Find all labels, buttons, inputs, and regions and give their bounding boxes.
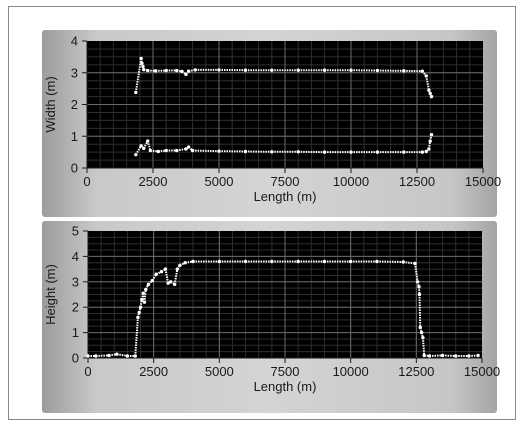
x-axis-title: Length (m) [254, 379, 317, 394]
height-chart: 0 2500 5000 7500 10000 12500 15000 0 1 2 3 4 5 Length… [43, 224, 500, 395]
data-trace-segment [179, 261, 186, 267]
data-trace-segment [155, 270, 162, 276]
x-tick-label: 5000 [205, 364, 234, 379]
y-tick-label: 3 [71, 65, 78, 80]
data-trace-segment [442, 354, 456, 357]
data-point [429, 132, 434, 137]
data-trace-segment [150, 149, 159, 153]
data-trace-segment [134, 317, 139, 357]
x-tick-label: 15000 [464, 364, 500, 379]
data-trace-segment [173, 268, 179, 285]
data-trace-segment [416, 281, 420, 288]
width-chart-panel: 0 2500 5000 7500 10000 12500 15000 0 1 2 3 4 Length … [42, 30, 501, 217]
data-trace-segment [142, 293, 146, 303]
data-trace-segment [140, 58, 143, 64]
data-trace-segment [142, 140, 149, 149]
y-axis-title: Height (m) [43, 264, 58, 325]
x-tick-label: 7500 [271, 364, 300, 379]
data-trace-segment [420, 332, 424, 338]
data-trace-segment [419, 327, 423, 333]
x-tick-label: 5000 [205, 174, 234, 189]
x-tick-label: 0 [84, 364, 91, 379]
y-tick-label: 0 [71, 161, 78, 176]
y-tick-label: 2 [72, 300, 79, 315]
width-chart: 0 2500 5000 7500 10000 12500 15000 0 1 2 3 4 Length … [43, 34, 501, 205]
x-axis-title: Length (m) [254, 189, 317, 204]
y-tick-label: 0 [72, 351, 79, 366]
data-trace-segment [116, 353, 128, 357]
y-tick-label: 1 [71, 129, 78, 144]
x-tick-label: 10000 [333, 364, 369, 379]
data-trace-segment [143, 289, 147, 303]
data-trace-segment [147, 279, 154, 286]
x-tick-label: 10000 [333, 174, 369, 189]
y-axis-title: Width (m) [43, 76, 58, 132]
x-tick-label: 7500 [271, 174, 300, 189]
data-trace-segment [181, 70, 187, 76]
figure-frame: 0 2500 5000 7500 10000 12500 15000 0 1 2 3 4 Length … [8, 6, 516, 420]
data-point [429, 94, 434, 99]
data-trace-segment [138, 306, 142, 313]
x-tick-label: 12500 [398, 364, 434, 379]
data-trace-segment [134, 58, 143, 93]
y-tick-label: 4 [71, 34, 78, 49]
x-tick-label: 2500 [139, 174, 168, 189]
data-trace-segment [414, 263, 419, 282]
x-tick-label: 2500 [139, 364, 168, 379]
data-trace-segment [108, 353, 118, 357]
data-trace-segment [427, 140, 432, 150]
data-trace-segment [158, 149, 167, 153]
data-trace-segment [192, 149, 220, 153]
data-trace-segment [421, 337, 426, 356]
data-trace-segment [144, 283, 150, 290]
data-trace-segment [403, 260, 416, 265]
data-trace-segment [136, 312, 141, 318]
x-tick-label: 0 [83, 174, 90, 189]
data-trace-segment [376, 260, 404, 263]
data-trace-segment [134, 145, 142, 156]
y-tick-label: 3 [72, 274, 79, 289]
data-trace-segment [185, 260, 194, 264]
data-trace-segment [429, 354, 443, 357]
y-tick-label: 5 [72, 224, 79, 239]
data-trace-segment [187, 146, 194, 152]
data-trace-segment [424, 354, 430, 357]
y-tick-label: 1 [72, 325, 79, 340]
data-trace-segment [95, 354, 110, 357]
x-tick-label: 12500 [399, 174, 435, 189]
data-trace-segment [418, 294, 422, 328]
x-tick-label: 15000 [465, 174, 501, 189]
data-trace-segment [176, 69, 183, 73]
data-point [476, 353, 480, 358]
height-chart-panel: 0 2500 5000 7500 10000 12500 15000 0 1 2 3 4 5 Length… [42, 221, 500, 413]
y-tick-label: 4 [72, 249, 79, 264]
y-tick-label: 2 [71, 97, 78, 112]
